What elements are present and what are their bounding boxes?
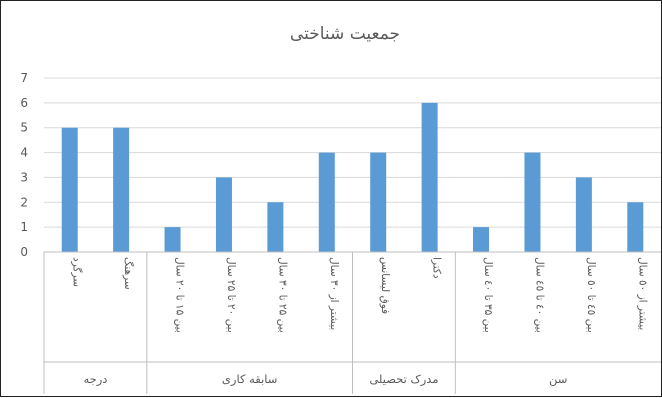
x-category-label: بین ٤٥ تا ٥٠ سال: [585, 257, 597, 333]
x-category-label: بین ۳۵ تا ٤٠ سال: [482, 257, 494, 333]
bar: [627, 202, 644, 252]
bar: [575, 177, 592, 252]
y-tick-label: 5: [20, 121, 28, 135]
x-category-label: سرگرد: [71, 257, 84, 287]
bar: [473, 227, 490, 252]
y-tick-label: 7: [20, 71, 28, 85]
chart-title: جمعیت شناختی: [290, 24, 400, 44]
bars: [61, 102, 644, 252]
bar: [524, 152, 541, 252]
bar: [215, 177, 232, 252]
bar: [164, 227, 181, 252]
x-group-label: سن: [549, 372, 567, 387]
bar: [61, 127, 78, 252]
x-category-label: سرهنگ: [122, 257, 135, 290]
bar: [421, 102, 438, 252]
bar: [318, 152, 335, 252]
x-category-label: دکترا: [431, 257, 443, 279]
y-tick-label: 3: [20, 170, 28, 184]
y-axis-ticks: 0 1 2 3 4 5 6 7: [20, 71, 28, 259]
x-category-label: بیشتر از ۳۰ سال: [328, 257, 340, 330]
x-category-label: بین ٤٠ تا ٤٥ سال: [533, 257, 545, 333]
bar: [267, 202, 284, 252]
bar: [113, 127, 130, 252]
x-category-label: بین ۲۰ تا ۲۵ سال: [225, 257, 237, 333]
x-category-label: بین ۱۵ تا ۲۰ سال: [174, 257, 186, 333]
gridlines: [44, 77, 661, 228]
x-category-label: بیشتر از ٥٠ سال: [636, 257, 648, 330]
x-category-label: بین ۲۵ تا ۳۰ سال: [276, 257, 288, 333]
y-tick-label: 4: [20, 146, 28, 160]
y-tick-label: 1: [20, 220, 28, 234]
x-group-label: سابقه کاری: [222, 372, 278, 387]
x-category-label: فوق لیسانس: [379, 257, 391, 314]
y-tick-label: 2: [20, 195, 28, 209]
x-axis: سرگرد سرهنگ بین ۱۵ تا ۲۰ سال بین ۲۰ تا ۲۵ س…: [43, 251, 661, 394]
y-tick-label: 0: [20, 245, 28, 259]
y-tick-label: 6: [20, 96, 28, 110]
bar: [370, 152, 387, 252]
x-group-label: درجه: [83, 372, 107, 387]
x-group-label: مدرک تحصیلی: [369, 372, 438, 387]
